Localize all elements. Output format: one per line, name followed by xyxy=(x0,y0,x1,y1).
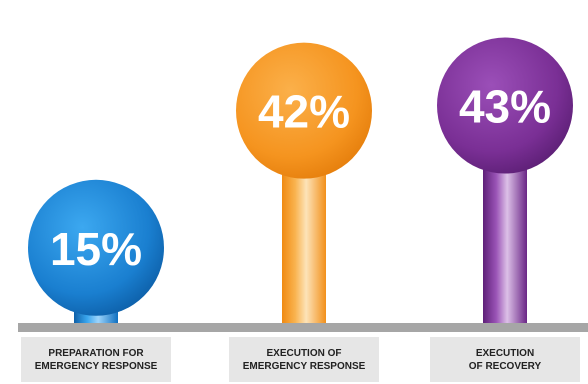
category-label-3-line-1: EXECUTION xyxy=(475,347,535,359)
value-label-3: 43% xyxy=(459,81,551,133)
category-label-3-line-2: OF RECOVERY xyxy=(468,360,542,372)
value-label-1: 15% xyxy=(50,223,142,275)
value-label-2: 42% xyxy=(258,86,350,138)
baseline xyxy=(18,323,588,332)
category-label-2: EXECUTION OF EMERGENCY RESPONSE xyxy=(229,337,379,382)
bar-1: 15% xyxy=(28,179,164,324)
category-label-3: EXECUTION OF RECOVERY xyxy=(430,337,580,382)
category-label-1: PREPARATION FOR EMERGENCY RESPONSE xyxy=(21,337,171,382)
bar-bubble-1 xyxy=(28,179,164,316)
category-label-2-line-1: EXECUTION OF xyxy=(266,347,342,359)
category-label-2-line-2: EMERGENCY RESPONSE xyxy=(242,360,366,372)
bar-3: 43% xyxy=(437,37,573,324)
bar-2: 42% xyxy=(236,42,372,324)
bar-bubble-2 xyxy=(236,42,372,179)
bar-bubble-3 xyxy=(437,37,573,174)
category-label-1-line-1: PREPARATION FOR xyxy=(48,347,144,359)
category-label-1-line-2: EMERGENCY RESPONSE xyxy=(34,360,158,372)
